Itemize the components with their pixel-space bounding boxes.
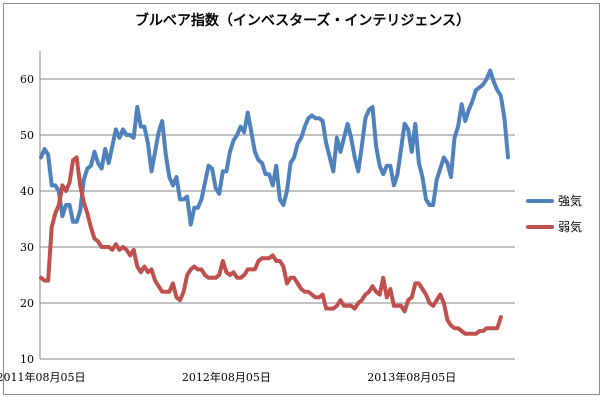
x-tick-label: 2012年08月05日 xyxy=(182,370,271,384)
y-tick-label: 60 xyxy=(20,73,34,86)
chart-area xyxy=(3,3,600,395)
x-axis-tick-labels: 2011年08月05日 2012年08月05日 2013年08月05日 xyxy=(0,370,456,384)
series-lines xyxy=(39,68,510,336)
axes xyxy=(39,51,515,360)
x-tick-label: 2013年08月05日 xyxy=(367,370,456,384)
y-tick-label: 40 xyxy=(20,185,34,198)
chart-title: ブルベア指数（インベスターズ・インテリジェンス） xyxy=(134,13,471,29)
y-tick-label: 30 xyxy=(20,241,34,254)
x-tick-label: 2011年08月05日 xyxy=(0,370,86,384)
y-tick-label: 50 xyxy=(20,129,34,142)
series-line-1 xyxy=(39,155,503,336)
legend-label: 強気 xyxy=(558,193,582,208)
y-axis-tick-labels: 10 20 30 40 50 60 xyxy=(20,73,34,366)
y-tick-label: 20 xyxy=(20,297,34,310)
y-tick-label: 10 xyxy=(20,353,34,366)
legend-label: 弱気 xyxy=(558,219,582,234)
series-line-0 xyxy=(39,68,510,227)
